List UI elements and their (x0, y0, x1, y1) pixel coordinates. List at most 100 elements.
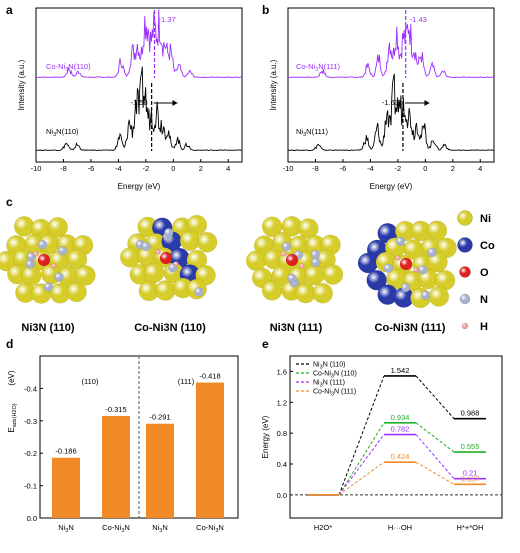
bar-value-label: -0.291 (149, 413, 170, 422)
atom (427, 251, 448, 273)
atom (395, 236, 406, 247)
bar-value-label: -0.315 (105, 405, 126, 414)
x-tick-label: -2 (143, 164, 150, 173)
series-label-co-ni3n-111: Co-Ni3N(111) (296, 62, 341, 73)
legend-element-label: H (480, 321, 488, 333)
atom (311, 257, 321, 268)
bar-value-label: -0.418 (199, 372, 220, 381)
y-tick-label: -0.2 (24, 449, 37, 458)
x-tick-label: -10 (31, 164, 42, 173)
dos-curve (287, 73, 495, 152)
atom (47, 217, 68, 238)
atom (163, 228, 174, 238)
bar (102, 415, 130, 518)
unit-label-d: (eV) (7, 370, 16, 385)
atom (54, 272, 64, 282)
structure-co-ni3n-111 (357, 220, 457, 309)
x-tick-label: 4 (226, 164, 230, 173)
x-category-label: H*+*OH (457, 523, 484, 532)
atom (261, 280, 283, 301)
bar (52, 457, 80, 518)
panel-label-d: d (6, 337, 13, 351)
dos-curve (36, 9, 243, 78)
band-center-label: -1.63 (382, 98, 399, 107)
energy-value-label: 0.21 (463, 469, 478, 478)
y-tick-label: -0.4 (24, 384, 37, 393)
structure-label-co-ni3n-111: Co-Ni3N (111) (375, 322, 446, 334)
panel-label-b: b (262, 3, 269, 17)
plot-frame-a (35, 7, 243, 163)
dos-curve (288, 23, 495, 78)
atom (427, 247, 437, 258)
x-category-label: H2O* (314, 523, 332, 532)
y-axis-label-a: Intensity (a.u.) (17, 59, 26, 110)
legend-atom (461, 322, 469, 330)
structure-ni3n-111 (245, 216, 344, 304)
panel-label-c: c (6, 195, 13, 209)
legend-label: Ni3N (110) (313, 362, 346, 371)
legend-label: Co-Ni3N (111) (313, 389, 356, 398)
x-category-label: Ni3N (58, 523, 74, 534)
atom (400, 282, 411, 293)
atom (120, 247, 141, 268)
band-center-label: -1.37 (159, 15, 176, 24)
legend-label: Co-Ni3N (110) (313, 371, 357, 380)
bar (146, 423, 174, 518)
y-axis-label-b: Intensity (a.u.) (269, 59, 278, 110)
atom (66, 281, 87, 303)
atom (57, 246, 68, 256)
adsorption-bar-chart: Eads(H2O) (eV) (110) (111) 0.0 -0.1 -0.2 -0… (7, 355, 239, 534)
atom (37, 253, 51, 267)
x-tick-label: -6 (340, 164, 347, 173)
atom (281, 251, 287, 257)
group-label-111: (111) (178, 377, 195, 386)
atom (173, 261, 179, 267)
x-tick-label: 0 (423, 164, 427, 173)
bar (196, 382, 224, 518)
panel-label-e: e (262, 337, 269, 351)
atom (285, 253, 299, 267)
legend-label: Ni3N (111) (313, 380, 345, 389)
energy-connector (338, 375, 385, 496)
y-tick-label: 1.2 (277, 398, 287, 407)
panel-label-a: a (6, 3, 13, 17)
atom (399, 257, 413, 271)
atom (155, 280, 176, 301)
energy-value-label: 0.782 (391, 425, 410, 434)
arrow-head (172, 100, 178, 106)
x-category-label: Co-Ni3N (102, 523, 130, 534)
energy-connector (415, 434, 455, 479)
y-tick-label: 0.0 (27, 514, 37, 523)
x-axis-label-a: Energy (eV) (118, 182, 161, 191)
atom (26, 251, 36, 262)
x-category-label: Co-Ni3N (196, 523, 224, 534)
legend-atom (457, 210, 473, 226)
atom (155, 249, 161, 255)
x-tick-label: -8 (312, 164, 319, 173)
energy-connector (338, 461, 385, 496)
structure-label-ni3n-111: Ni3N (111) (270, 322, 323, 334)
atom (383, 263, 393, 273)
structures-panel: Ni3N (110) Co-Ni3N (110) Ni3N (111) Co-N… (0, 210, 495, 334)
y-tick-label: 1.6 (277, 367, 287, 376)
y-axis-label-e: Energy (eV) (261, 415, 270, 458)
structure-label-ni3n-110: Ni3N (110) (21, 322, 75, 334)
group-label-110: (110) (82, 377, 99, 386)
atom (66, 249, 88, 270)
x-tick-label: 4 (478, 164, 482, 173)
energy-connector (415, 375, 455, 419)
dos-panel-a: Intensity (a.u.) Energy (eV) -10 -8 -6 -4 -2… (17, 7, 243, 191)
legend-element-label: O (480, 267, 489, 279)
legend-element-label: Co (480, 240, 495, 252)
x-tick-label: -10 (283, 164, 294, 173)
band-center-label: -1.58 (131, 98, 148, 107)
legend-element-label: N (480, 294, 488, 306)
x-category-label: Ni3N (152, 523, 168, 534)
energy-value-label: 0.555 (461, 442, 480, 451)
atom (194, 287, 204, 297)
legend-element-label: Ni (480, 213, 491, 225)
atom (310, 249, 321, 260)
energy-value-label: 1.542 (391, 366, 410, 375)
atom (141, 241, 151, 251)
x-tick-label: -4 (367, 164, 374, 173)
